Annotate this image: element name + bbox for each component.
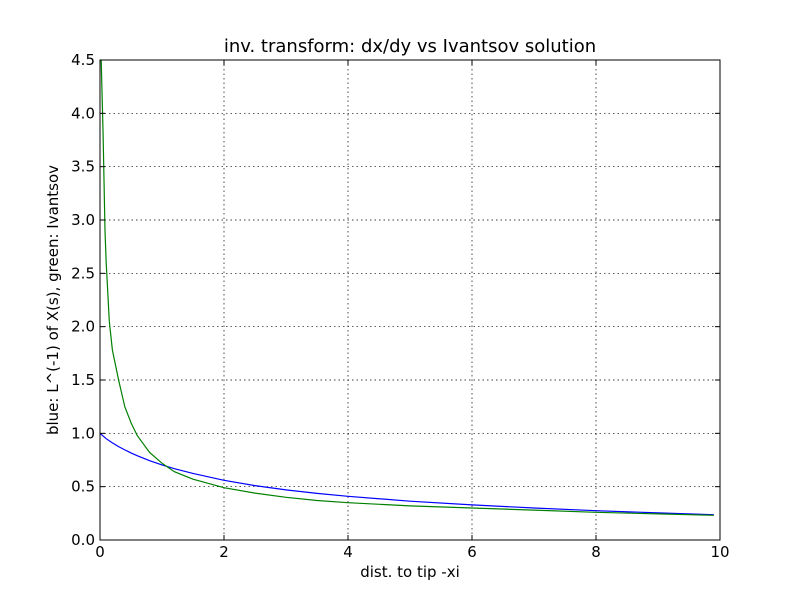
- x-tick-label: 8: [591, 543, 601, 561]
- x-axis-label: dist. to tip -xi: [360, 563, 460, 581]
- x-tick-label: 4: [343, 543, 353, 561]
- y-tick-label: 0.0: [71, 531, 95, 549]
- x-tick-label: 2: [219, 543, 229, 561]
- y-tick-label: 0.5: [71, 478, 95, 496]
- y-axis-label: blue: L^(-1) of X(s), green: Ivantsov: [44, 165, 62, 435]
- x-tick-label: 0: [95, 543, 105, 561]
- x-tick-label: 10: [710, 543, 729, 561]
- y-tick-label: 1.0: [71, 424, 95, 442]
- y-tick-label: 1.5: [71, 371, 95, 389]
- x-tick-label: 6: [467, 543, 477, 561]
- series-line-blue: [100, 432, 714, 516]
- y-tick-label: 4.0: [71, 104, 95, 122]
- y-tick-label: 3.0: [71, 211, 95, 229]
- y-tick-label: 4.5: [71, 51, 95, 69]
- y-tick-label: 2.5: [71, 264, 95, 282]
- plot-frame: [99, 59, 721, 541]
- y-tick-label: 3.5: [71, 158, 95, 176]
- series-layer: [100, 60, 714, 516]
- series-line-green: [100, 60, 714, 516]
- chart-title: inv. transform: dx/dy vs Ivantsov soluti…: [224, 36, 596, 57]
- y-tick-label: 2.0: [71, 318, 95, 336]
- ticks: 0 2 4 6 8 10 0.0 0.5 1.0 1.5 2.0 2.5 3.0 3.5 4.0 4.5: [71, 51, 729, 561]
